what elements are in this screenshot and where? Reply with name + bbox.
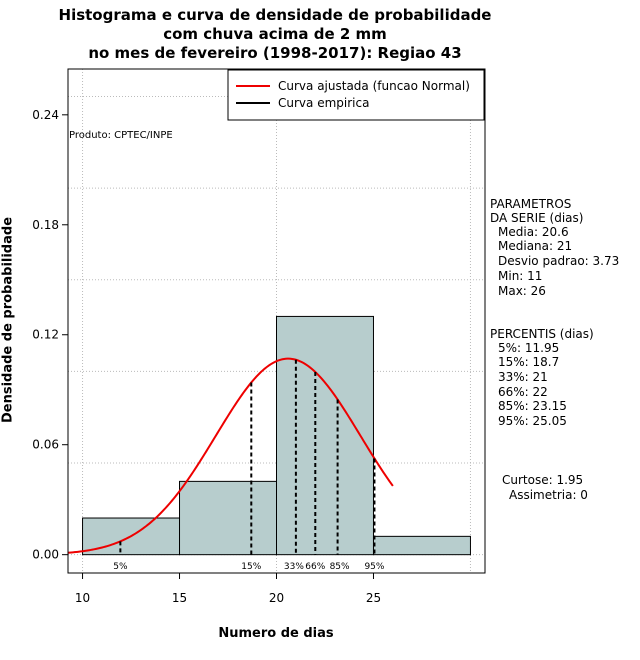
chart-title-line-3: no mes de fevereiro (1998-2017): Regiao … [88,44,462,62]
y-tick-label-2: 0.12 [32,328,59,342]
legend-box [227,69,485,121]
percentile-label-1: 15% [241,562,261,572]
histogram-bar-3 [372,535,471,556]
percentile-label-3: 66% [305,562,325,572]
percentile-label-4: 85% [330,562,350,572]
x-tick-label-2: 20 [269,591,284,605]
x-tick-label-3: 25 [366,591,381,605]
chart-title-line-1: Histograma e curva de densidade de proba… [58,6,492,24]
percentile-label-2: 33% [284,562,304,572]
y-tick-label-4: 0.24 [32,108,59,122]
percentil-33: 33%: 21 [498,370,548,384]
legend-label-0: Curva ajustada (funcao Normal) [278,79,470,93]
percentis-title: PERCENTIS (dias) [490,327,594,341]
param-desvio: Desvio padrao: 3.73 [498,254,620,268]
chart-title-line-2: com chuva acima de 2 mm [163,25,387,43]
percentil-95: 95%: 25.05 [498,414,567,428]
param-media: Media: 20.6 [498,225,569,239]
percentil-15: 15%: 18.7 [498,355,560,369]
percentile-label-0: 5% [113,562,128,572]
percentil-85: 85%: 23.15 [498,399,567,413]
histogram-bar-1 [179,480,277,556]
y-axis-label: Densidade de probabilidade [0,216,16,424]
params-title: PARAMETROS [490,197,572,211]
product-annotation: Produto: CPTEC/INPE [69,130,173,141]
x-tick-label-1: 15 [172,591,187,605]
assimetria-value: Assimetria: 0 [509,488,588,502]
params-subtitle: DA SERIE (dias) [490,211,584,225]
normal-fit-curve [67,357,394,554]
percentil-66: 66%: 22 [498,385,548,399]
histogram-bar-2 [276,315,374,556]
y-tick-label-0: 0.00 [32,548,59,562]
param-mediana: Mediana: 21 [498,239,573,253]
percentil-5: 5%: 11.95 [498,341,560,355]
param-max: Max: 26 [498,284,546,298]
x-tick-label-0: 10 [75,591,90,605]
curtose-value: Curtose: 1.95 [502,473,584,487]
y-tick-label-3: 0.18 [32,218,59,232]
param-min: Min: 11 [498,269,543,283]
legend-label-1: Curva empirica [278,96,369,110]
x-axis-label: Numero de dias [218,626,334,641]
percentile-label-5: 95% [364,562,384,572]
y-tick-label-1: 0.06 [32,438,59,452]
